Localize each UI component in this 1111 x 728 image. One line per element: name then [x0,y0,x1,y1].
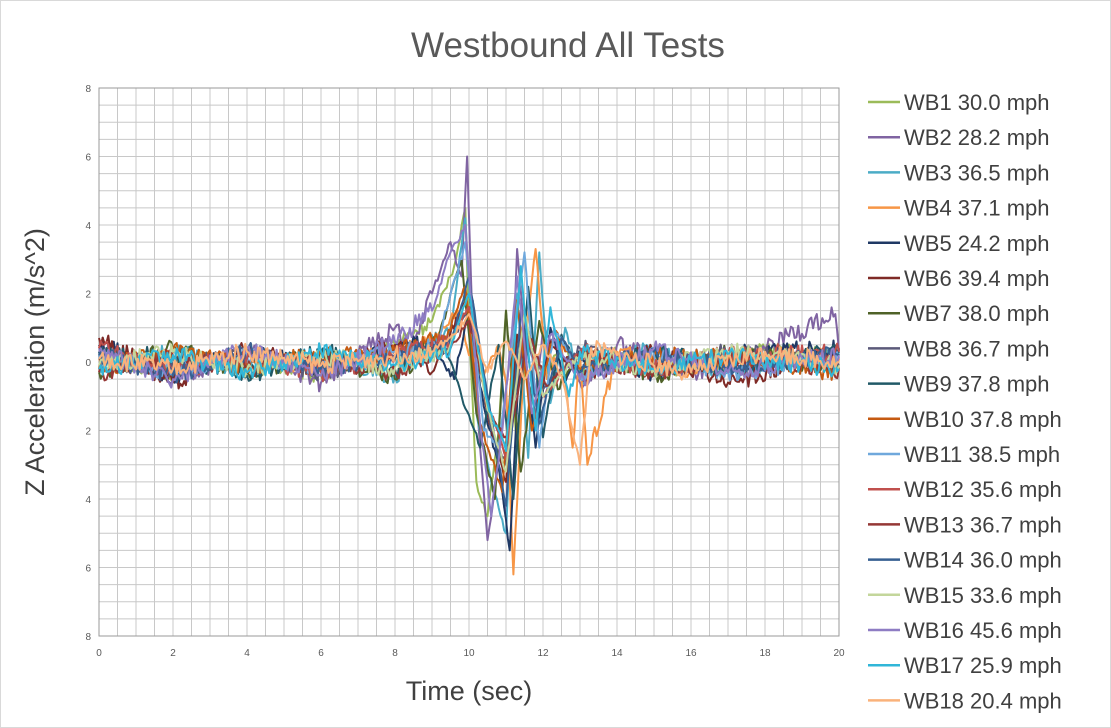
x-tick-label: 18 [759,648,771,659]
legend-label-15: WB15 33.6 mph [904,583,1062,608]
y-axis-title: Z Acceleration (m/s^2) [20,228,50,496]
legend-label-5: WB5 24.2 mph [904,231,1050,256]
x-axis-title: Time (sec) [406,676,533,706]
series-line-18 [98,313,840,466]
x-tick-label: 4 [244,648,250,659]
y-tick-label: 4 [85,221,91,232]
x-tick-label: 12 [537,648,549,659]
x-tick-label: 10 [463,648,475,659]
legend-label-8: WB8 36.7 mph [904,336,1050,361]
legend-label-6: WB6 39.4 mph [904,266,1050,291]
legend-label-4: WB4 37.1 mph [904,196,1050,221]
legend-label-1: WB1 30.0 mph [904,90,1050,115]
x-tick-label: 2 [170,648,176,659]
y-tick-label: 6 [85,153,91,164]
x-tick-label: 16 [685,648,697,659]
x-tick-label: 20 [833,648,845,659]
x-tick-label: 8 [392,648,398,659]
y-tick-label: 2 [85,290,91,301]
legend-label-7: WB7 38.0 mph [904,301,1050,326]
y-tick-label: 2 [85,427,91,438]
series-layer [98,155,840,576]
legend-label-9: WB9 37.8 mph [904,372,1050,397]
legend-label-3: WB3 36.5 mph [904,160,1050,185]
x-tick-label: 14 [611,648,623,659]
legend-label-10: WB10 37.8 mph [904,407,1062,432]
legend-label-17: WB17 25.9 mph [904,653,1062,678]
legend-label-12: WB12 35.6 mph [904,477,1062,502]
legend-label-13: WB13 36.7 mph [904,512,1062,537]
legend-label-18: WB18 20.4 mph [904,688,1062,713]
y-tick-label: 0 [85,358,91,369]
legend-label-11: WB11 38.5 mph [904,442,1060,467]
legend: WB1 30.0 mph WB2 28.2 mph WB3 36.5 mph WB4 … [868,90,1062,713]
y-tick-label: 8 [85,632,91,643]
legend-label-2: WB2 28.2 mph [904,125,1050,150]
x-tick-label: 6 [318,648,324,659]
chart-title: Westbound All Tests [411,26,725,65]
x-tick-label: 0 [96,648,102,659]
legend-label-16: WB16 45.6 mph [904,618,1062,643]
legend-label-14: WB14 36.0 mph [904,548,1062,573]
y-tick-label: 6 [85,564,91,575]
series-line-16 [98,224,840,518]
y-tick-label: 4 [85,495,91,506]
y-tick-label: 8 [85,84,91,95]
